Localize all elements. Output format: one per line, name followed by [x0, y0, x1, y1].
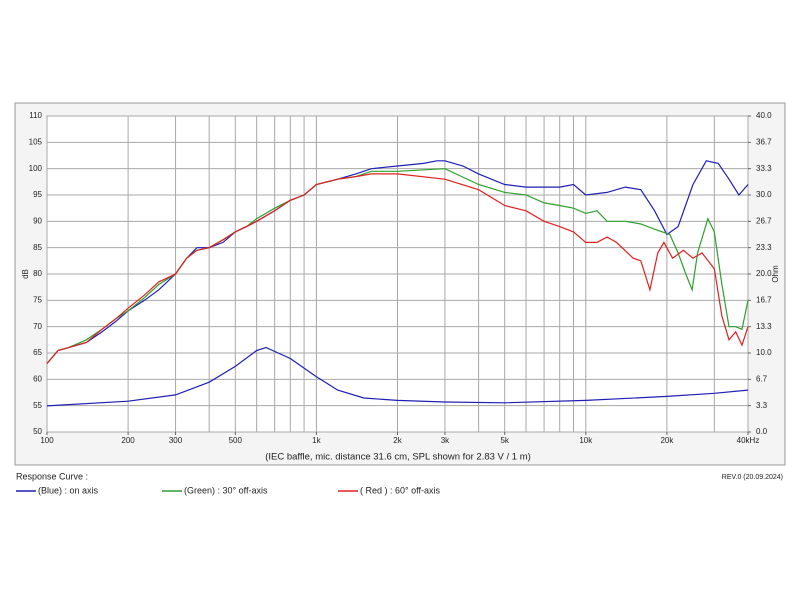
- x-tick-label: 100: [40, 436, 54, 445]
- y2-tick-label: 36.7: [756, 137, 772, 146]
- legend-label: (Green) : 30° off-axis: [184, 485, 268, 495]
- x-tick-label: 500: [229, 436, 243, 445]
- y2-tick-label: 33.3: [756, 164, 772, 173]
- response-line: [46, 346, 749, 407]
- revision: REV.0 (20.09.2024): [722, 474, 783, 481]
- y2-tick-label: 10.0: [756, 348, 772, 357]
- x-tick-label: 1k: [312, 436, 321, 445]
- y2-tick-label: 30.0: [756, 190, 772, 199]
- y-tick-label: 55: [33, 401, 42, 410]
- response-line: [46, 168, 749, 364]
- y-tick-label: 60: [33, 374, 42, 383]
- x-tick-label: 20k: [660, 436, 674, 445]
- legend-title: Response Curve :: [16, 471, 88, 481]
- y-tick-label: 65: [33, 348, 42, 357]
- y-tick-label: 75: [33, 295, 42, 304]
- y2-tick-label: 3.3: [756, 401, 768, 410]
- y-tick-label: 110: [29, 111, 42, 120]
- y-tick-label: 80: [33, 269, 42, 278]
- y2-tick-label: 16.7: [756, 295, 772, 304]
- y-tick-label: 100: [29, 164, 43, 173]
- x-tick-label: 300: [169, 436, 183, 445]
- response-line: [46, 160, 749, 364]
- x-tick-label: 2k: [393, 436, 402, 445]
- y2-tick-label: 0.0: [756, 427, 768, 436]
- legend-label: ( Red ) : 60° off-axis: [360, 485, 440, 495]
- y2-tick-label: 6.7: [756, 374, 768, 383]
- y-tick-label: 95: [33, 190, 42, 199]
- x-tick-label: 200: [121, 436, 135, 445]
- response-line: [46, 173, 749, 364]
- y2-tick-label: 23.3: [756, 243, 772, 252]
- y-tick-label: 70: [33, 322, 42, 331]
- y2-tick-label: 20.0: [756, 269, 772, 278]
- legend-label: (Blue) : on axis: [38, 485, 99, 495]
- y-tick-label: 90: [33, 216, 42, 225]
- y2-axis-label: Ohm: [771, 265, 780, 283]
- x-tick-label: 5k: [500, 436, 509, 445]
- y-tick-label: 85: [33, 243, 42, 252]
- y-axis-label: dB: [21, 269, 30, 279]
- subtitle: (IEC baffle, mic. distance 31.6 cm, SPL …: [265, 452, 531, 463]
- y-tick-label: 50: [33, 427, 42, 436]
- y2-tick-label: 40.0: [756, 111, 772, 120]
- x-tick-label: 3k: [441, 436, 450, 445]
- y-tick-label: 105: [29, 137, 43, 146]
- x-tick-label: 40kHz: [737, 436, 760, 445]
- x-tick-label: 10k: [579, 436, 593, 445]
- y2-tick-label: 26.7: [756, 216, 772, 225]
- y2-tick-label: 13.3: [756, 322, 772, 331]
